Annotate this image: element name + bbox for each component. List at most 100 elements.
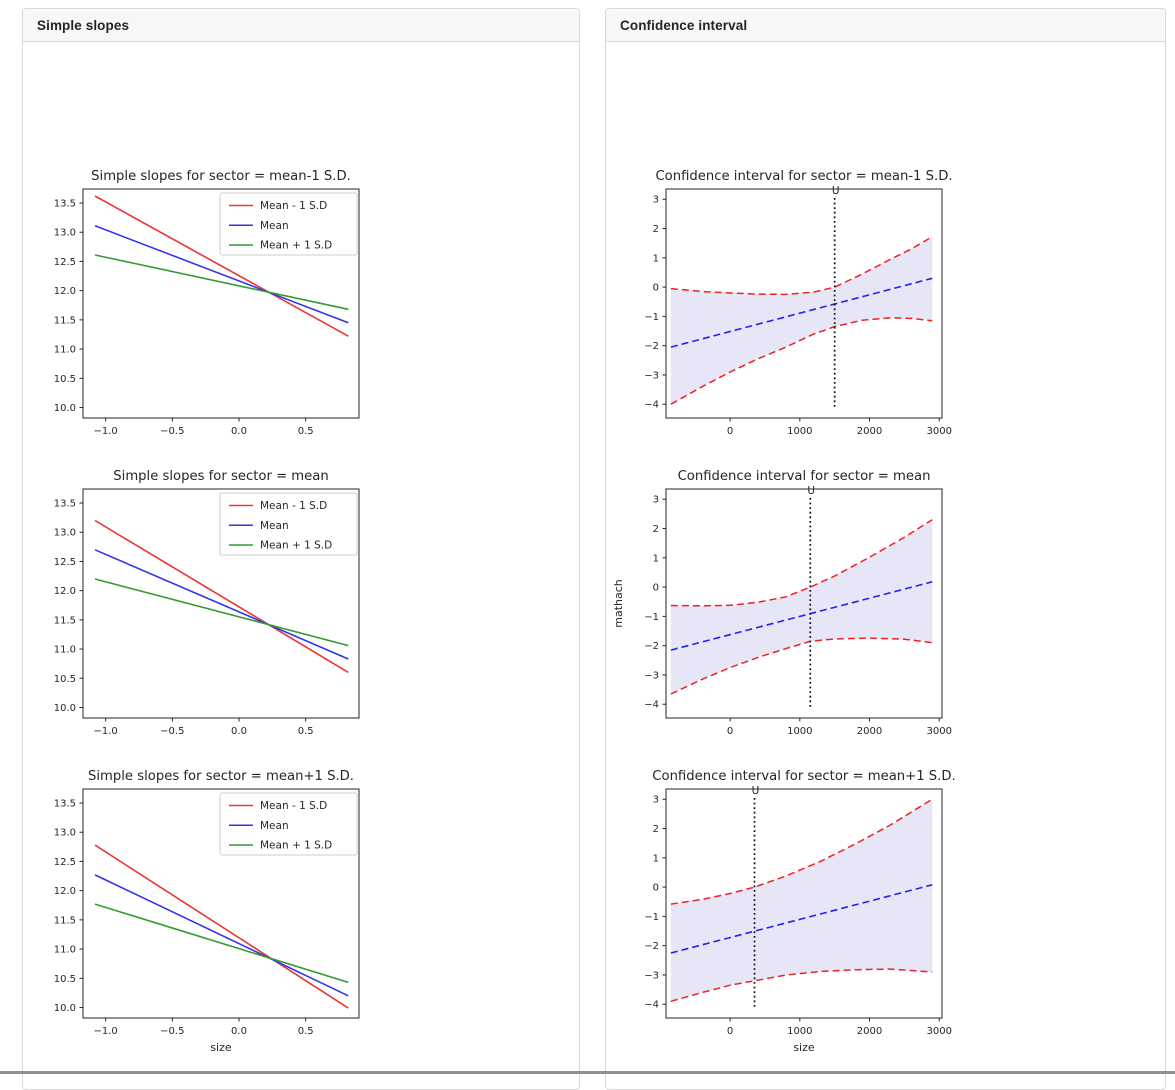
svg-text:13.0: 13.0 <box>54 228 76 239</box>
svg-text:0: 0 <box>653 883 659 894</box>
svg-text:11.0: 11.0 <box>54 645 76 656</box>
svg-text:3: 3 <box>653 795 659 806</box>
svg-text:10.0: 10.0 <box>54 703 76 714</box>
svg-text:Confidence interval for sector: Confidence interval for sector = mean <box>678 469 931 484</box>
svg-text:10.5: 10.5 <box>54 974 76 985</box>
svg-text:0: 0 <box>653 283 659 294</box>
svg-text:U: U <box>752 785 760 797</box>
svg-text:12.0: 12.0 <box>54 586 76 597</box>
panel-title: Confidence interval <box>620 17 748 33</box>
svg-text:11.0: 11.0 <box>54 945 76 956</box>
svg-text:1000: 1000 <box>787 726 812 737</box>
svg-text:Mean: Mean <box>260 520 289 532</box>
svg-text:Mean: Mean <box>260 220 289 232</box>
svg-text:13.5: 13.5 <box>54 799 76 810</box>
confidence-interval-panel-header: Confidence interval <box>606 9 1165 42</box>
svg-text:2: 2 <box>653 524 659 535</box>
svg-text:mathach: mathach <box>612 579 625 628</box>
simple-slopes-panel: Simple slopes −1.0 −0.5 0.0 0.5 10.0 10.5 11.0… <box>22 8 580 1090</box>
svg-text:Simple slopes for sector = mea: Simple slopes for sector = mean <box>113 469 328 484</box>
svg-text:0.5: 0.5 <box>298 426 314 437</box>
svg-text:Mean + 1 S.D: Mean + 1 S.D <box>260 840 332 852</box>
simple-slopes-panel-body: −1.0 −0.5 0.0 0.5 10.0 10.5 11.0 11.5 12.0 12.5 13… <box>23 42 579 1079</box>
svg-text:1000: 1000 <box>787 1026 812 1037</box>
svg-text:Mean - 1 S.D: Mean - 1 S.D <box>260 500 327 512</box>
svg-text:Mean + 1 S.D: Mean + 1 S.D <box>260 540 332 552</box>
svg-text:−2: −2 <box>644 641 659 652</box>
svg-text:13.0: 13.0 <box>54 528 76 539</box>
svg-text:size: size <box>210 1041 232 1054</box>
svg-text:12.5: 12.5 <box>54 257 76 268</box>
simple-slopes-chart-mean-plus-1sd: −1.0 −0.5 0.0 0.5 10.0 10.5 11.0 11.5 12.0 12.5 13… <box>54 769 360 1054</box>
svg-text:2000: 2000 <box>857 1026 882 1037</box>
svg-text:3000: 3000 <box>926 1026 951 1037</box>
svg-text:12.5: 12.5 <box>54 857 76 868</box>
confidence-chart-mean-minus-1sd: U 0 1000 2000 3000 −4 −3 −2 −1 0 1 2 3 Confidence int… <box>644 169 952 437</box>
confidence-interval-panel-body: U 0 1000 2000 3000 −4 −3 −2 −1 0 1 2 3 Confidence int… <box>606 42 1165 1079</box>
svg-text:3000: 3000 <box>926 726 951 737</box>
svg-text:0.0: 0.0 <box>231 1026 247 1037</box>
svg-text:12.0: 12.0 <box>54 286 76 297</box>
svg-text:−3: −3 <box>644 370 659 381</box>
svg-text:−0.5: −0.5 <box>160 426 184 437</box>
simple-slopes-chart-mean: −1.0 −0.5 0.0 0.5 10.0 10.5 11.0 11.5 12.0 12.5 13… <box>54 469 360 737</box>
simple-slopes-panel-header: Simple slopes <box>23 9 579 42</box>
svg-text:0.5: 0.5 <box>298 726 314 737</box>
svg-text:−4: −4 <box>644 1000 659 1011</box>
svg-text:10.5: 10.5 <box>54 374 76 385</box>
svg-text:11.5: 11.5 <box>54 915 76 926</box>
svg-text:Mean - 1 S.D: Mean - 1 S.D <box>260 200 327 212</box>
svg-text:1: 1 <box>653 253 659 264</box>
svg-text:0: 0 <box>727 726 733 737</box>
svg-text:12.5: 12.5 <box>54 557 76 568</box>
svg-text:−4: −4 <box>644 700 659 711</box>
svg-text:1: 1 <box>653 553 659 564</box>
svg-text:−3: −3 <box>644 970 659 981</box>
svg-text:Simple slopes for sector = mea: Simple slopes for sector = mean-1 S.D. <box>91 169 351 184</box>
svg-text:10.5: 10.5 <box>54 674 76 685</box>
confidence-chart-mean-plus-1sd: U 0 1000 2000 3000 −4 −3 −2 −1 0 1 2 3 Confidence int… <box>644 769 955 1054</box>
svg-text:2000: 2000 <box>857 426 882 437</box>
svg-text:−1: −1 <box>644 312 659 323</box>
svg-text:13.5: 13.5 <box>54 499 76 510</box>
svg-text:−0.5: −0.5 <box>160 726 184 737</box>
svg-text:13.5: 13.5 <box>54 199 76 210</box>
svg-text:−1: −1 <box>644 912 659 923</box>
svg-text:−1.0: −1.0 <box>94 726 118 737</box>
svg-text:3: 3 <box>653 495 659 506</box>
svg-text:12.0: 12.0 <box>54 886 76 897</box>
svg-text:−0.5: −0.5 <box>160 1026 184 1037</box>
svg-text:11.5: 11.5 <box>54 615 76 626</box>
svg-text:size: size <box>793 1041 815 1054</box>
bottom-divider <box>0 1071 1175 1074</box>
svg-text:11.0: 11.0 <box>54 345 76 356</box>
svg-text:U: U <box>832 185 840 197</box>
svg-text:13.0: 13.0 <box>54 828 76 839</box>
svg-text:−2: −2 <box>644 941 659 952</box>
svg-text:2: 2 <box>653 224 659 235</box>
simple-slopes-chart-mean-minus-1sd: −1.0 −0.5 0.0 0.5 10.0 10.5 11.0 11.5 12.0 12.5 13… <box>54 169 360 437</box>
svg-text:Simple slopes for sector = mea: Simple slopes for sector = mean+1 S.D. <box>88 769 354 784</box>
svg-text:3000: 3000 <box>926 426 951 437</box>
svg-text:2: 2 <box>653 824 659 835</box>
svg-text:10.0: 10.0 <box>54 1003 76 1014</box>
svg-text:−3: −3 <box>644 670 659 681</box>
svg-text:0.5: 0.5 <box>298 1026 314 1037</box>
svg-text:2000: 2000 <box>857 726 882 737</box>
svg-text:3: 3 <box>653 195 659 206</box>
svg-text:−1: −1 <box>644 612 659 623</box>
confidence-chart-mean: U 0 1000 2000 3000 −4 −3 −2 −1 0 1 2 3 Confidence int… <box>612 469 952 737</box>
svg-text:1000: 1000 <box>787 426 812 437</box>
svg-text:Mean - 1 S.D: Mean - 1 S.D <box>260 800 327 812</box>
svg-text:−4: −4 <box>644 400 659 411</box>
panel-title: Simple slopes <box>37 17 130 33</box>
svg-text:0: 0 <box>727 1026 733 1037</box>
svg-text:0.0: 0.0 <box>231 426 247 437</box>
svg-text:0.0: 0.0 <box>231 726 247 737</box>
svg-text:−1.0: −1.0 <box>94 1026 118 1037</box>
svg-text:0: 0 <box>653 583 659 594</box>
svg-text:10.0: 10.0 <box>54 403 76 414</box>
svg-text:11.5: 11.5 <box>54 315 76 326</box>
svg-text:Confidence interval for sector: Confidence interval for sector = mean-1 … <box>655 169 952 184</box>
